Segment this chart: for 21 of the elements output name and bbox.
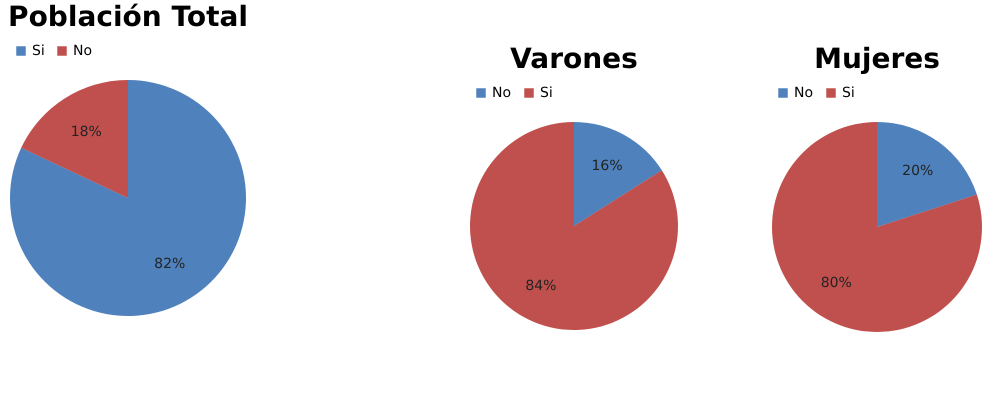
data-label: 84%: [525, 278, 556, 294]
pie-slice: [470, 122, 678, 330]
legend-label: No: [794, 85, 814, 101]
chart-title: Población Total: [8, 0, 248, 33]
chart-title: Mujeres: [814, 42, 940, 75]
data-label: 82%: [154, 256, 186, 272]
data-label: 80%: [820, 275, 852, 292]
legend-label: Si: [842, 85, 855, 101]
legend-label: Si: [32, 43, 45, 59]
pie-slice: [877, 122, 977, 227]
legend-label: No: [492, 85, 512, 101]
pie-slice: [772, 122, 982, 332]
data-label: 16%: [592, 158, 623, 174]
data-label: 18%: [70, 124, 102, 140]
legend-label: Si: [540, 85, 553, 101]
legend-label: No: [73, 43, 92, 59]
chart-title: Varones: [510, 42, 638, 75]
pie-slice: [574, 122, 662, 226]
data-label: 20%: [902, 162, 934, 179]
pie-slice: [21, 80, 128, 198]
pie-slice: [10, 80, 246, 316]
